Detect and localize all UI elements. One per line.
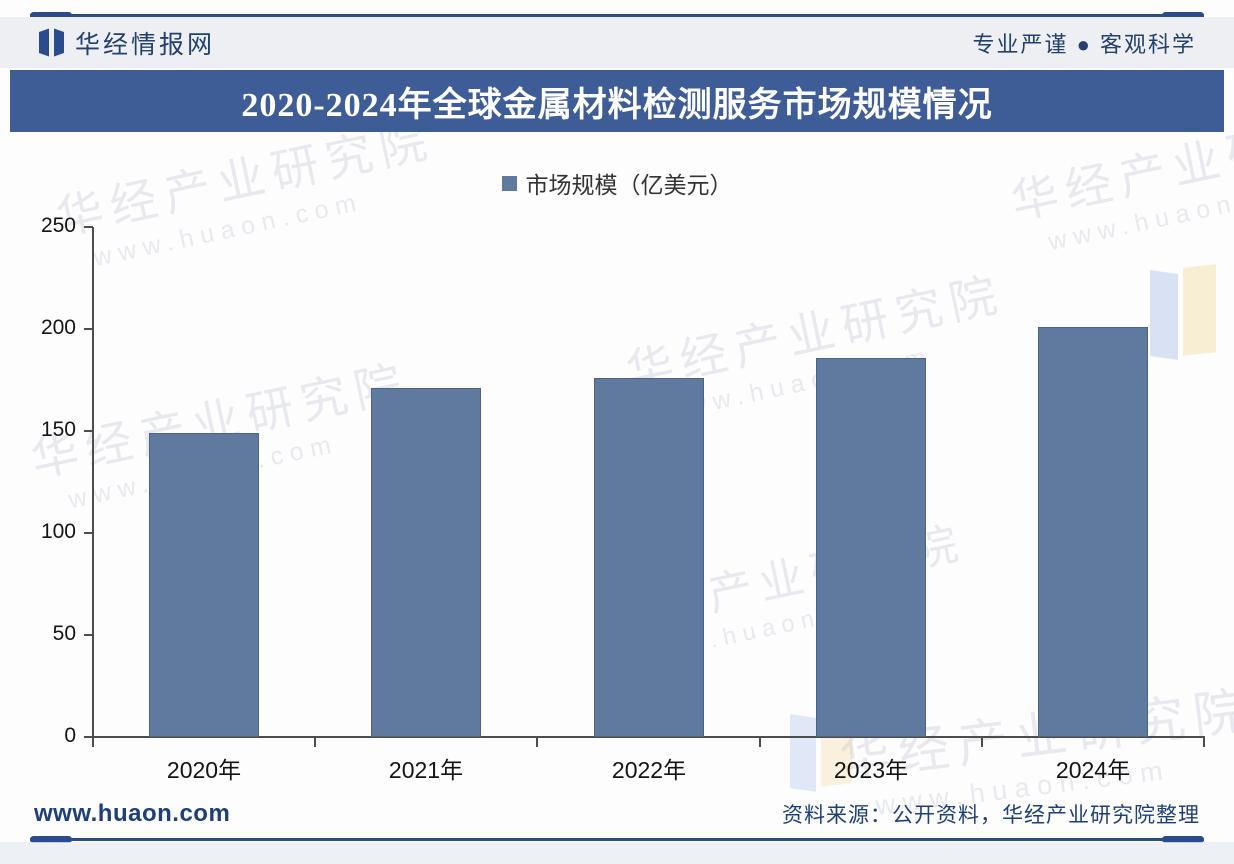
bottom-line-right-cap: [1162, 836, 1204, 843]
legend-marker: [501, 175, 517, 191]
footer: www.huaon.com 资料来源：公开资料，华经产业研究院整理: [0, 790, 1234, 864]
chart-legend: 市场规模（亿美元）: [0, 166, 1234, 200]
y-axis-tick-label: 200: [40, 316, 76, 339]
x-axis-label: 2021年: [388, 757, 464, 783]
plot-region: 0 50 100 150 200 250 2020年 2021年 2022年 2023年 2024年: [0, 132, 1234, 790]
source-text: 资料来源：公开资料，华经产业研究院整理: [782, 804, 1200, 827]
x-axis-tick: [536, 737, 539, 747]
x-axis-label: 2023年: [833, 757, 909, 783]
header: 华经情报网 专业严谨 ● 客观科学: [0, 17, 1234, 68]
bottom-line-left-cap: [30, 836, 72, 843]
x-axis-tick: [92, 737, 94, 747]
bar-2022年: [594, 378, 704, 737]
x-axis-label: 2022年: [611, 757, 687, 783]
bar-2020年: [149, 433, 259, 737]
y-axis-tick-label: 0: [64, 724, 76, 747]
website-text: www.huaon.com: [34, 800, 231, 827]
x-axis-label: 2024年: [1055, 757, 1131, 783]
y-axis-tick-label: 250: [40, 214, 76, 237]
y-axis-tick: [84, 226, 93, 228]
bottom-accent-line: [30, 836, 1204, 843]
y-axis-tick: [84, 532, 93, 534]
y-axis-tick: [84, 328, 93, 330]
header-slogan: 专业严谨 ● 客观科学: [972, 31, 1196, 57]
bar-2023年: [816, 358, 926, 737]
chart-area: 华经产业研究院 www.huaon.com 华经产业研究院 www.huaon.com…: [0, 97, 1234, 821]
title-bar: 2020-2024年全球金属材料检测服务市场规模情况: [10, 70, 1224, 132]
x-axis-line: [92, 736, 1205, 738]
y-axis-tick: [84, 430, 93, 432]
top-line-left-cap: [30, 12, 72, 19]
y-axis-tick: [84, 736, 93, 738]
x-axis-tick: [1203, 737, 1205, 747]
legend-label: 市场规模（亿美元）: [525, 172, 733, 198]
bottom-strip: [0, 842, 1234, 864]
y-axis-tick-label: 100: [40, 520, 76, 543]
y-axis-tick-label: 150: [40, 418, 76, 441]
footer-row: www.huaon.com 资料来源：公开资料，华经产业研究院整理: [0, 790, 1234, 838]
top-line-right-cap: [1162, 12, 1204, 19]
brand: 华经情报网: [38, 25, 215, 61]
page-title: 2020-2024年全球金属材料检测服务市场规模情况: [241, 86, 993, 124]
x-axis-tick: [758, 737, 761, 747]
open-book-logo-icon: [38, 28, 65, 57]
bar-2021年: [371, 388, 481, 737]
y-axis-line: [92, 227, 94, 737]
x-axis-label: 2020年: [166, 757, 242, 783]
top-accent-line: [30, 12, 1204, 19]
y-axis-tick-label: 50: [52, 622, 76, 645]
y-axis-tick: [84, 634, 93, 636]
x-axis-tick: [314, 737, 317, 747]
bar-2024年: [1038, 327, 1148, 737]
brand-name: 华经情报网: [75, 30, 216, 59]
x-axis-tick: [980, 737, 983, 747]
